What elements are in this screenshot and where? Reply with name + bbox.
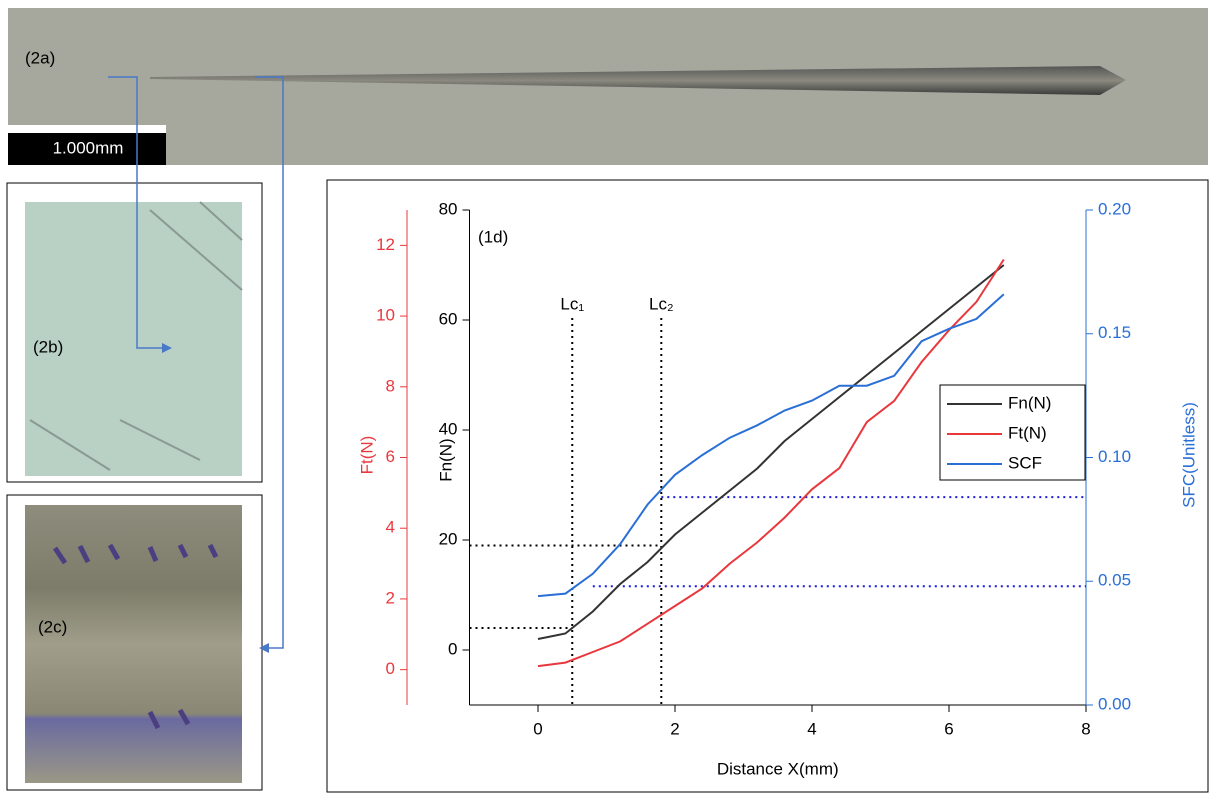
arrow-head bbox=[162, 343, 172, 353]
annotation: (1d) bbox=[478, 227, 508, 246]
legend-label: Ft(N) bbox=[1008, 423, 1047, 442]
y3-tick-label: 12 bbox=[376, 235, 395, 254]
micrograph-c bbox=[25, 505, 242, 783]
y3-tick-label: 2 bbox=[386, 588, 395, 607]
reference-label: Lc₂ bbox=[649, 294, 674, 313]
panel-label: (2c) bbox=[38, 617, 67, 636]
y3-tick-label: 6 bbox=[386, 447, 395, 466]
micrograph-b bbox=[25, 202, 242, 476]
scratch-marks bbox=[29, 201, 243, 471]
scale-bar bbox=[8, 133, 166, 165]
y3-axis-title: Ft(N) bbox=[357, 436, 376, 475]
legend-label: Fn(N) bbox=[1008, 393, 1051, 412]
y3-tick-label: 4 bbox=[386, 518, 395, 537]
scratch-track bbox=[150, 66, 1126, 95]
plot: 0 2 4 6 80204060800246810120.000.050.100.150… bbox=[357, 199, 1198, 778]
y2-tick-label: 0.10 bbox=[1098, 447, 1131, 466]
series-line bbox=[537, 258, 1005, 668]
y-tick-label: 60 bbox=[439, 309, 458, 328]
y3-tick-label: 0 bbox=[386, 659, 395, 678]
y-axis-title: Fn(N) bbox=[436, 438, 455, 481]
x-tick-label: 8 bbox=[1081, 719, 1090, 738]
x-tick-label: 4 bbox=[807, 719, 816, 738]
y3-tick-label: 10 bbox=[376, 306, 395, 325]
x-tick-label: 2 bbox=[670, 719, 679, 738]
y2-tick-label: 0.15 bbox=[1098, 323, 1131, 342]
scale-bar-label: 1.000mm bbox=[53, 138, 124, 157]
reference-label: Lc₁ bbox=[560, 294, 584, 313]
y-tick-label: 20 bbox=[439, 529, 458, 548]
y-tick-label: 0 bbox=[448, 639, 457, 658]
y2-tick-label: 0.00 bbox=[1098, 694, 1131, 713]
connector bbox=[108, 76, 165, 349]
x-axis-title: Distance X(mm) bbox=[717, 759, 839, 778]
y-tick-label: 40 bbox=[439, 419, 458, 438]
arrow-head bbox=[259, 643, 269, 653]
y3-tick-label: 8 bbox=[386, 376, 395, 395]
chart-frame bbox=[326, 179, 1209, 793]
debris bbox=[52, 543, 219, 730]
x-tick-label: 6 bbox=[944, 719, 953, 738]
series-line bbox=[537, 264, 1005, 640]
y2-axis-title: SFC(Unitless) bbox=[1179, 402, 1198, 508]
x-tick-label: 0 bbox=[533, 719, 542, 738]
y-tick-label: 80 bbox=[439, 199, 458, 218]
panel-label: (2b) bbox=[33, 337, 63, 356]
y2-tick-label: 0.05 bbox=[1098, 571, 1131, 590]
y2-tick-label: 0.20 bbox=[1098, 199, 1131, 218]
legend-label: SCF bbox=[1008, 453, 1042, 472]
series-line bbox=[537, 293, 1005, 598]
connector bbox=[255, 76, 284, 649]
panel-label: (2a) bbox=[25, 48, 55, 67]
